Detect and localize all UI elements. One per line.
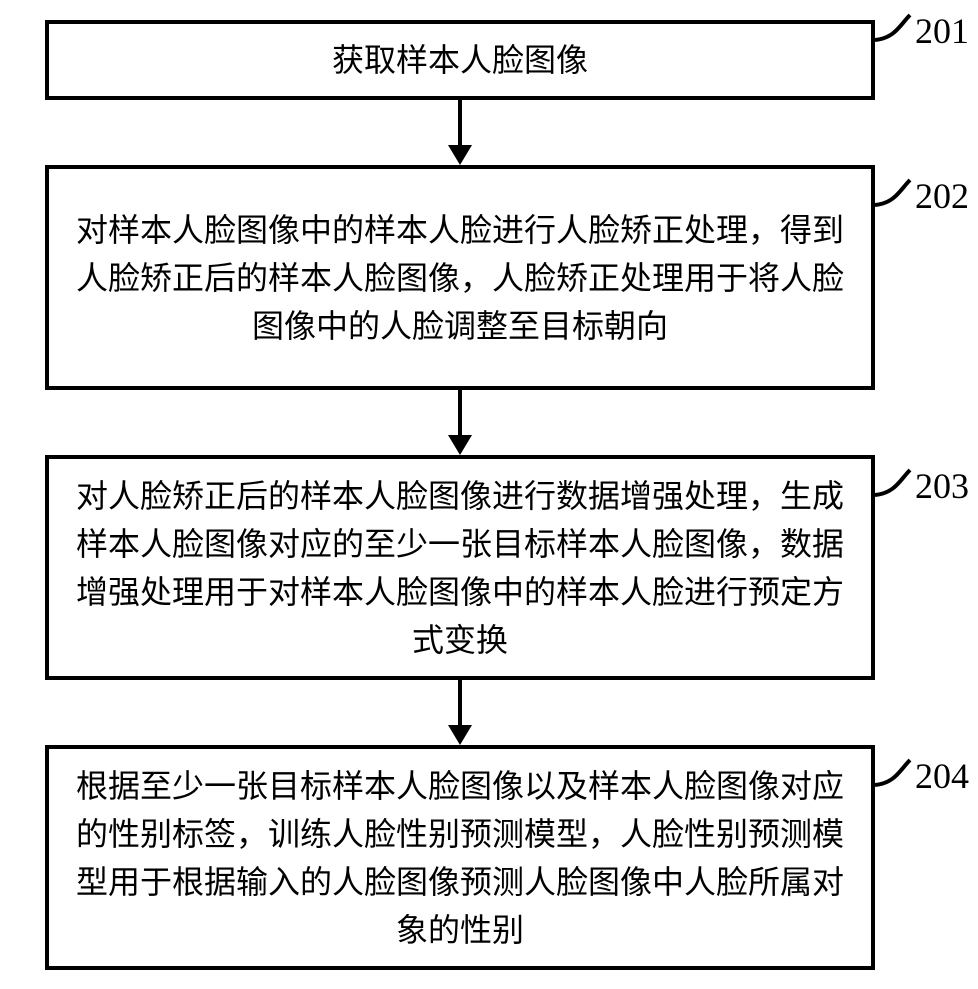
step-label-204: 204 (915, 755, 969, 797)
flowchart-canvas: 获取样本人脸图像 201 对样本人脸图像中的样本人脸进行人脸矫正处理，得到人脸矫… (0, 0, 978, 989)
leader-path (875, 15, 910, 40)
step-box-201: 获取样本人脸图像 (45, 20, 875, 100)
arrow-1-head (448, 145, 472, 165)
leader-path (875, 760, 910, 785)
step-box-204: 根据至少一张目标样本人脸图像以及样本人脸图像对应的性别标签，训练人脸性别预测模型… (45, 745, 875, 970)
arrow-2-head (448, 435, 472, 455)
arrow-3-head (448, 725, 472, 745)
arrow-1-line (458, 100, 462, 145)
step-label-201: 201 (915, 10, 969, 52)
step-text: 获取样本人脸图像 (332, 36, 588, 84)
step-box-202: 对样本人脸图像中的样本人脸进行人脸矫正处理，得到人脸矫正后的样本人脸图像，人脸矫… (45, 165, 875, 390)
label-text: 202 (915, 176, 969, 216)
leader-path (875, 180, 910, 205)
step-box-203: 对人脸矫正后的样本人脸图像进行数据增强处理，生成样本人脸图像对应的至少一张目标样… (45, 455, 875, 680)
leader-path (875, 470, 910, 495)
label-text: 201 (915, 11, 969, 51)
step-label-202: 202 (915, 175, 969, 217)
step-text: 对样本人脸图像中的样本人脸进行人脸矫正处理，得到人脸矫正后的样本人脸图像，人脸矫… (69, 206, 851, 350)
label-text: 204 (915, 756, 969, 796)
arrow-3-line (458, 680, 462, 725)
step-text: 根据至少一张目标样本人脸图像以及样本人脸图像对应的性别标签，训练人脸性别预测模型… (69, 762, 851, 954)
step-label-203: 203 (915, 465, 969, 507)
label-text: 203 (915, 466, 969, 506)
step-text: 对人脸矫正后的样本人脸图像进行数据增强处理，生成样本人脸图像对应的至少一张目标样… (69, 472, 851, 664)
arrow-2-line (458, 390, 462, 435)
